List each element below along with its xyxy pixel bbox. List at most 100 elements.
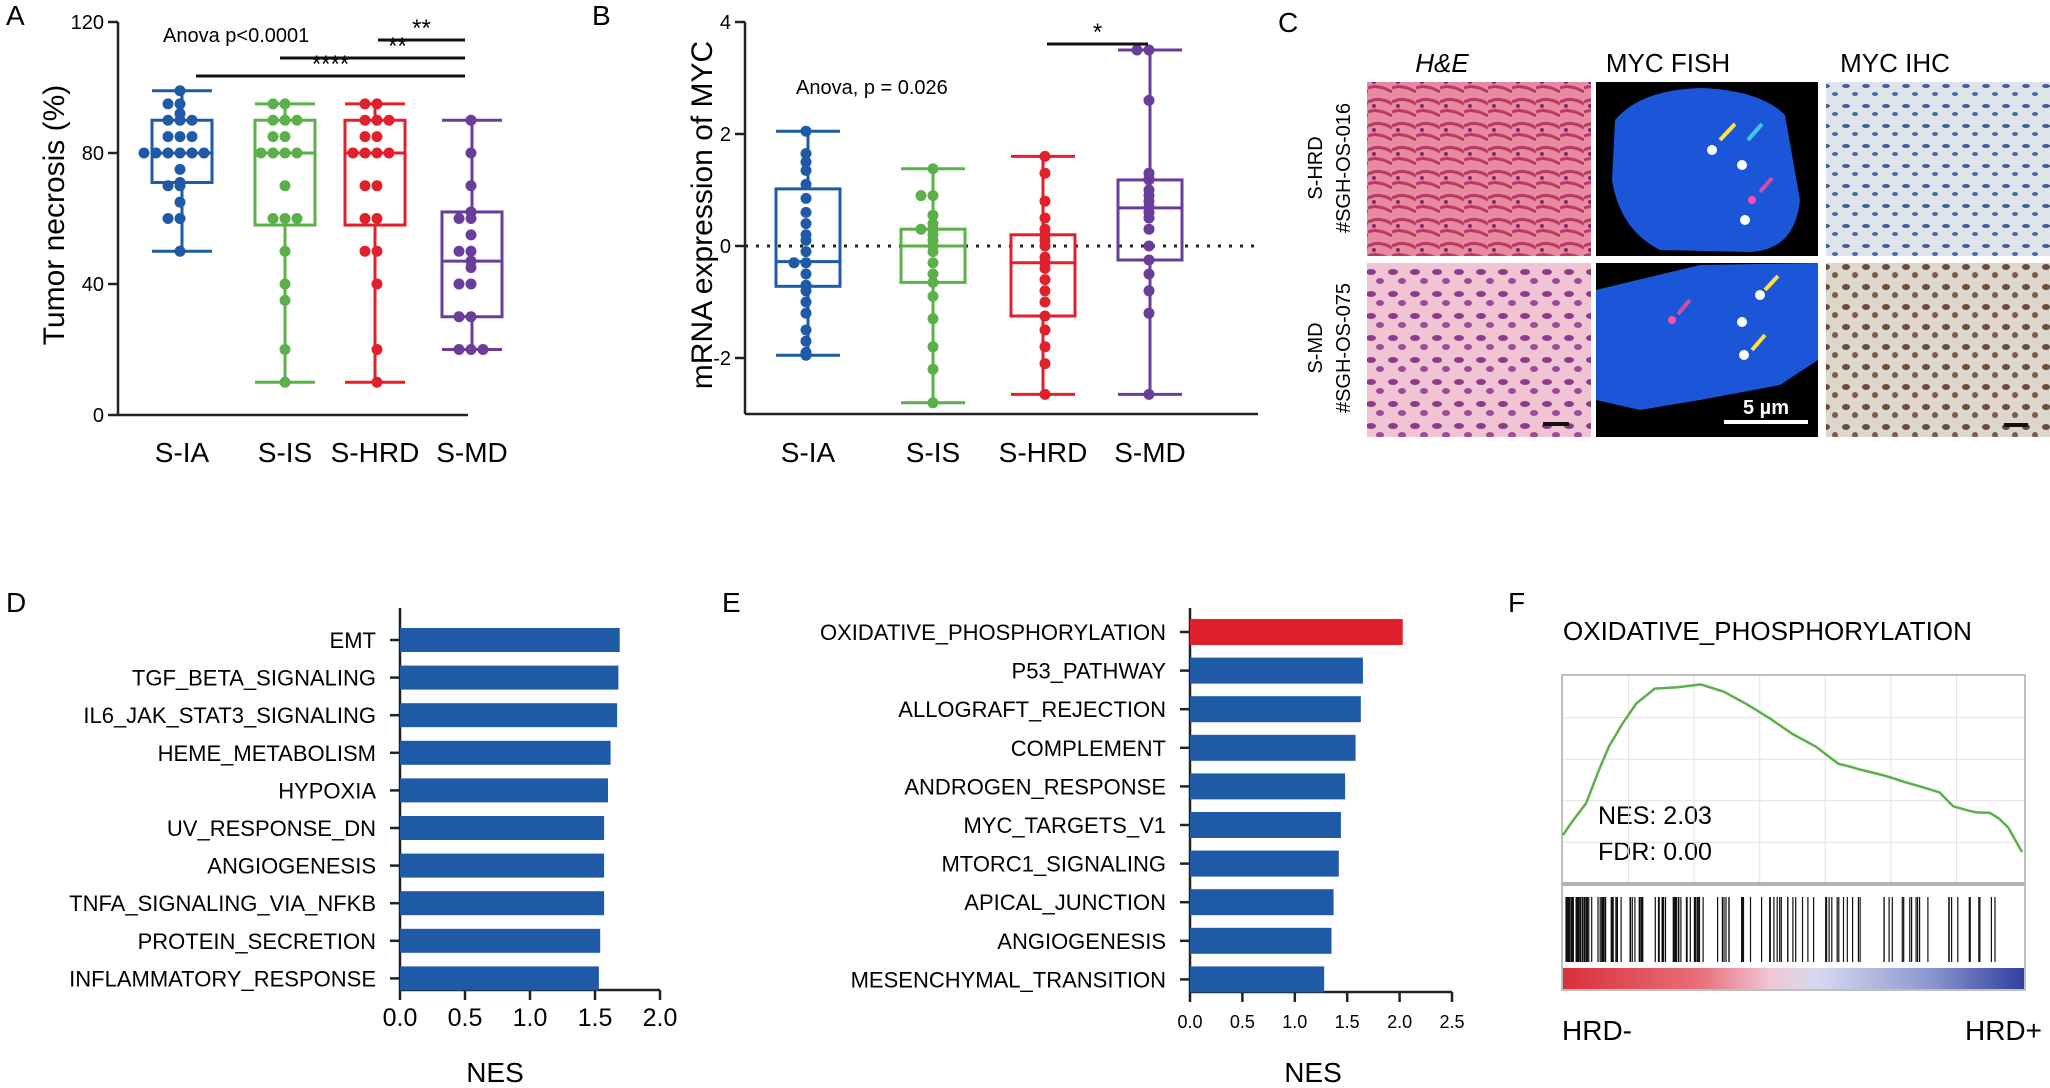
panel-label-f: F bbox=[1508, 587, 1525, 618]
data-point bbox=[465, 229, 477, 241]
panel-e-x-tick-label: 2.0 bbox=[1387, 1012, 1412, 1032]
data-point bbox=[800, 178, 812, 190]
panel-e-x-tick-label: 1.0 bbox=[1282, 1012, 1307, 1032]
data-point bbox=[359, 131, 371, 143]
data-point bbox=[371, 344, 383, 355]
data-point bbox=[1039, 388, 1051, 400]
panel-f-gsea-plot: OXIDATIVE_PHOSPHORYLATION NES: 2.03 FDR:… bbox=[1561, 616, 2042, 1046]
panel-d-category-label: ANGIOGENESIS bbox=[207, 854, 376, 879]
data-point bbox=[453, 344, 465, 355]
panel-d-category-label: HYPOXIA bbox=[278, 778, 376, 803]
data-point bbox=[1039, 195, 1051, 207]
panel-a-x-tick-label: S-HRD bbox=[331, 437, 420, 468]
panel-b-x-tick-label: S-IS bbox=[906, 437, 960, 468]
panel-d-bar bbox=[400, 891, 605, 916]
panel-a-box-plot: Tumor necrosis (%) Anova p<0.0001 0 40 80 1… bbox=[38, 12, 508, 468]
data-point bbox=[927, 363, 939, 375]
panel-e-x-tick-label: 0.0 bbox=[1177, 1012, 1202, 1032]
data-point bbox=[383, 114, 395, 126]
data-point bbox=[800, 125, 812, 137]
panel-d-category-label: EMT bbox=[330, 628, 376, 653]
panel-d-bar bbox=[400, 740, 611, 765]
data-point bbox=[927, 257, 939, 269]
data-point bbox=[1039, 274, 1051, 286]
data-point bbox=[800, 296, 812, 308]
panel-d-x-tick-label: 2.0 bbox=[643, 1004, 678, 1032]
data-point bbox=[800, 148, 812, 160]
panel-d-bar bbox=[400, 966, 599, 991]
data-point bbox=[453, 245, 465, 257]
data-point bbox=[359, 180, 371, 192]
panel-f-title: OXIDATIVE_PHOSPHORYLATION bbox=[1563, 616, 1972, 646]
data-point bbox=[800, 246, 812, 258]
data-point bbox=[174, 163, 186, 175]
panel-b-anova-annotation: Anova, p = 0.026 bbox=[796, 77, 948, 99]
fish-signal bbox=[1737, 160, 1747, 170]
data-point bbox=[465, 344, 477, 355]
data-point bbox=[359, 213, 371, 224]
data-point bbox=[371, 131, 383, 143]
data-point bbox=[800, 268, 812, 280]
panel-d-bar bbox=[400, 816, 605, 840]
data-point bbox=[1039, 324, 1051, 336]
panel-e-category-label: MTORC1_SIGNALING bbox=[941, 852, 1166, 877]
panel-a-y-tick-label: 120 bbox=[71, 12, 104, 34]
data-point bbox=[453, 311, 465, 323]
data-point bbox=[371, 278, 383, 290]
data-point bbox=[371, 245, 383, 257]
data-point bbox=[1039, 240, 1051, 252]
data-point bbox=[174, 114, 186, 126]
panel-e-bar bbox=[1190, 850, 1339, 877]
gsea-rank-gradient bbox=[1563, 968, 2024, 989]
data-point bbox=[1143, 174, 1155, 186]
data-point bbox=[927, 290, 939, 302]
data-point bbox=[267, 131, 279, 143]
data-point bbox=[927, 246, 939, 258]
data-point bbox=[162, 147, 174, 159]
panel-a-x-tick-label: S-MD bbox=[436, 437, 508, 468]
data-point bbox=[291, 114, 303, 126]
data-point bbox=[927, 313, 939, 325]
data-point bbox=[162, 180, 174, 192]
data-point bbox=[359, 114, 371, 126]
he-image-top bbox=[1367, 82, 1591, 256]
data-point bbox=[279, 180, 291, 192]
panel-e-x-tick-label: 1.5 bbox=[1335, 1012, 1360, 1032]
data-point bbox=[186, 147, 198, 159]
data-point bbox=[1039, 310, 1051, 322]
data-point bbox=[1039, 262, 1051, 274]
panel-e-bar bbox=[1190, 773, 1346, 800]
panel-c-header-he: H&E bbox=[1415, 48, 1469, 78]
panel-d-category-label: HEME_METABOLISM bbox=[158, 741, 376, 766]
data-point bbox=[267, 213, 279, 224]
panel-d-bar bbox=[400, 853, 605, 878]
data-point bbox=[1143, 212, 1155, 224]
data-point bbox=[1039, 358, 1051, 370]
ihc-image-top bbox=[1826, 82, 2050, 256]
panel-b-y-tick-label: -2 bbox=[713, 348, 731, 370]
data-point bbox=[150, 147, 162, 159]
panel-a-significance-label: **** bbox=[312, 51, 349, 78]
panel-e-category-label: ALLOGRAFT_REJECTION bbox=[898, 697, 1166, 722]
panel-c-row2-sample: #SGH-OS-075 bbox=[1333, 283, 1355, 413]
panel-e-x-tick-label: 2.5 bbox=[1439, 1012, 1464, 1032]
data-point bbox=[291, 147, 303, 159]
data-point bbox=[927, 209, 939, 221]
panel-d-category-label: PROTEIN_SECRETION bbox=[138, 929, 376, 954]
panel-d-x-tick-label: 0.0 bbox=[383, 1004, 418, 1032]
panel-d-x-tick-label: 0.5 bbox=[448, 1004, 483, 1032]
fish-signal bbox=[1668, 316, 1676, 324]
fish-signal bbox=[1707, 145, 1717, 155]
data-point bbox=[800, 218, 812, 230]
data-point bbox=[174, 196, 186, 208]
fish-signal bbox=[1739, 350, 1749, 360]
data-point bbox=[800, 335, 812, 347]
panel-e-category-label: MESENCHYMAL_TRANSITION bbox=[851, 967, 1166, 992]
data-point bbox=[915, 223, 927, 235]
data-point bbox=[174, 85, 186, 97]
data-point bbox=[279, 131, 291, 143]
data-point bbox=[371, 213, 383, 224]
fish-signal bbox=[1755, 290, 1765, 300]
data-point bbox=[279, 278, 291, 290]
panel-d-x-tick-label: 1.0 bbox=[513, 1004, 548, 1032]
